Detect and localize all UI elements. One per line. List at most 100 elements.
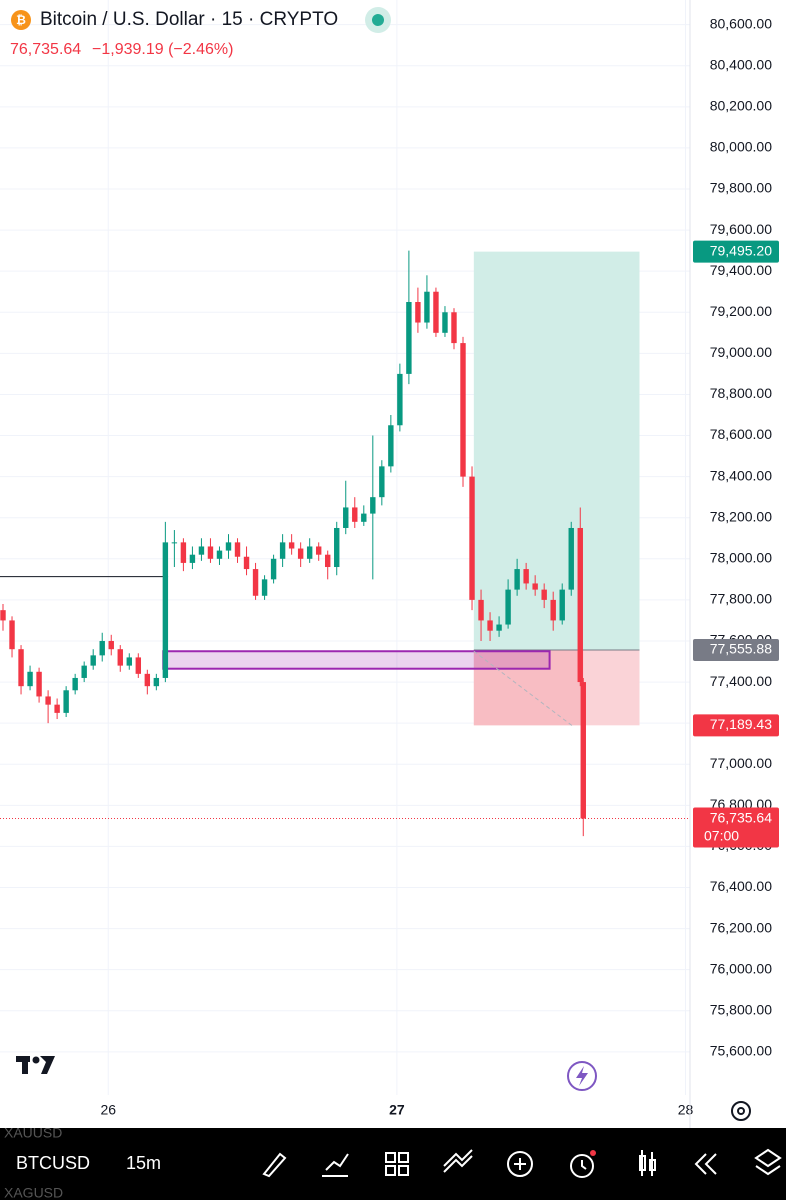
price-change: −1,939.19 (−2.46%) xyxy=(92,41,233,58)
candle-body xyxy=(54,704,60,713)
tv-logo xyxy=(16,1056,55,1074)
candle-body xyxy=(424,291,430,323)
candle-body xyxy=(361,513,367,522)
y-tick-label: 78,200.00 xyxy=(710,508,772,524)
lightning-button[interactable] xyxy=(567,1061,597,1091)
y-tick-label: 75,600.00 xyxy=(710,1043,772,1059)
candle-body xyxy=(496,624,502,631)
y-tick-label: 77,800.00 xyxy=(710,591,772,607)
candle-body xyxy=(352,507,358,522)
y-tick-label: 79,000.00 xyxy=(710,344,772,360)
candle-body xyxy=(397,373,403,426)
candle-body xyxy=(577,527,583,683)
candle-body xyxy=(18,649,24,687)
y-tick-label: 76,200.00 xyxy=(710,919,772,935)
candle-body xyxy=(532,583,538,590)
y-tick-label: 76,400.00 xyxy=(710,878,772,894)
replay[interactable] xyxy=(694,1153,717,1175)
y-tick-label: 80,600.00 xyxy=(710,15,772,31)
candle-body xyxy=(198,546,205,555)
object-tree[interactable] xyxy=(754,1148,782,1176)
symbol-title: Bitcoin / U.S. Dollar · 15 · CRYPTO xyxy=(40,9,338,30)
candle-body xyxy=(306,546,313,559)
y-tick-label: 80,000.00 xyxy=(710,139,772,155)
add[interactable] xyxy=(507,1151,533,1177)
compare[interactable] xyxy=(443,1149,473,1173)
candle-body xyxy=(126,657,132,666)
candle-body xyxy=(63,690,69,713)
candle-body xyxy=(36,671,42,697)
target-zone xyxy=(473,251,640,651)
candle-body xyxy=(252,569,259,596)
candle-body xyxy=(279,542,286,559)
x-tick-label: 26 xyxy=(100,1102,116,1118)
y-tick-label: 76,000.00 xyxy=(710,960,772,976)
price-tag-label: 77,189.43 xyxy=(710,716,772,732)
y-tick-label: 78,000.00 xyxy=(710,550,772,566)
x-tick-label: 28 xyxy=(678,1102,694,1118)
y-tick-label: 79,600.00 xyxy=(710,221,772,237)
candle-body xyxy=(225,542,232,551)
layouts[interactable] xyxy=(385,1152,409,1176)
y-tick-label: 80,200.00 xyxy=(710,98,772,114)
list-below: XAGUSD xyxy=(4,1185,63,1200)
settings-button[interactable] xyxy=(731,1101,751,1121)
y-tick-label: 78,800.00 xyxy=(710,385,772,401)
candle-body xyxy=(288,542,295,549)
toolbar xyxy=(0,1128,786,1200)
candle-body xyxy=(559,589,565,621)
candle-body xyxy=(234,542,241,557)
overlay: ₿ Bitcoin / U.S. Dollar · 15 · CRYPTO 76… xyxy=(0,7,786,1200)
y-tick-label: 78,600.00 xyxy=(710,426,772,442)
candle-body xyxy=(451,312,457,344)
candle-body xyxy=(334,527,340,568)
y-tick-label: 78,400.00 xyxy=(710,467,772,483)
candle-body xyxy=(0,610,6,621)
chart-type[interactable] xyxy=(639,1150,656,1176)
candle-body xyxy=(9,620,15,650)
candle-body xyxy=(514,569,520,590)
candle-body xyxy=(580,682,586,819)
list-above: XAUUSD xyxy=(4,1125,62,1141)
candle-body xyxy=(81,665,87,678)
candle-body xyxy=(406,301,412,374)
toolbar-interval[interactable]: 15m xyxy=(126,1153,161,1173)
candle-body xyxy=(433,291,439,333)
alerts[interactable] xyxy=(570,1154,594,1178)
stop-zone-progress xyxy=(473,650,584,726)
candle-body xyxy=(325,554,331,568)
candle-body xyxy=(180,542,187,563)
price-tag-label: 76,735.64 xyxy=(710,809,772,825)
candle-body xyxy=(379,466,385,498)
candle-body xyxy=(117,649,123,666)
candle-body xyxy=(460,343,466,477)
candle-body xyxy=(505,589,511,625)
indicators[interactable] xyxy=(322,1153,349,1177)
candle-body xyxy=(297,548,304,559)
draw-tool[interactable] xyxy=(262,1152,287,1178)
price-tag-label: 79,495.20 xyxy=(710,242,772,258)
candle-body xyxy=(207,546,214,559)
candle-body xyxy=(99,640,105,656)
bitcoin-icon xyxy=(11,10,31,30)
candle-body xyxy=(261,579,268,596)
y-tick-label: 79,400.00 xyxy=(710,262,772,278)
candle-body xyxy=(343,507,349,528)
plot-area: 75,600.00 75,800.00 76,000.00 76,200.00 76,4… xyxy=(0,0,779,1128)
candle-body xyxy=(550,599,556,621)
candle-body xyxy=(469,476,475,600)
candle-body xyxy=(171,542,178,544)
candle-body xyxy=(90,655,96,666)
candle-body xyxy=(216,550,223,559)
price-tag xyxy=(693,807,779,848)
candle-body xyxy=(478,599,484,621)
alert-dot xyxy=(590,1150,596,1156)
candle-body xyxy=(72,677,78,691)
candle-body xyxy=(135,657,142,674)
candle-body xyxy=(144,673,151,687)
candle-body xyxy=(108,640,114,650)
toolbar-symbol[interactable]: BTCUSD xyxy=(16,1153,90,1173)
candle-body xyxy=(568,527,574,590)
